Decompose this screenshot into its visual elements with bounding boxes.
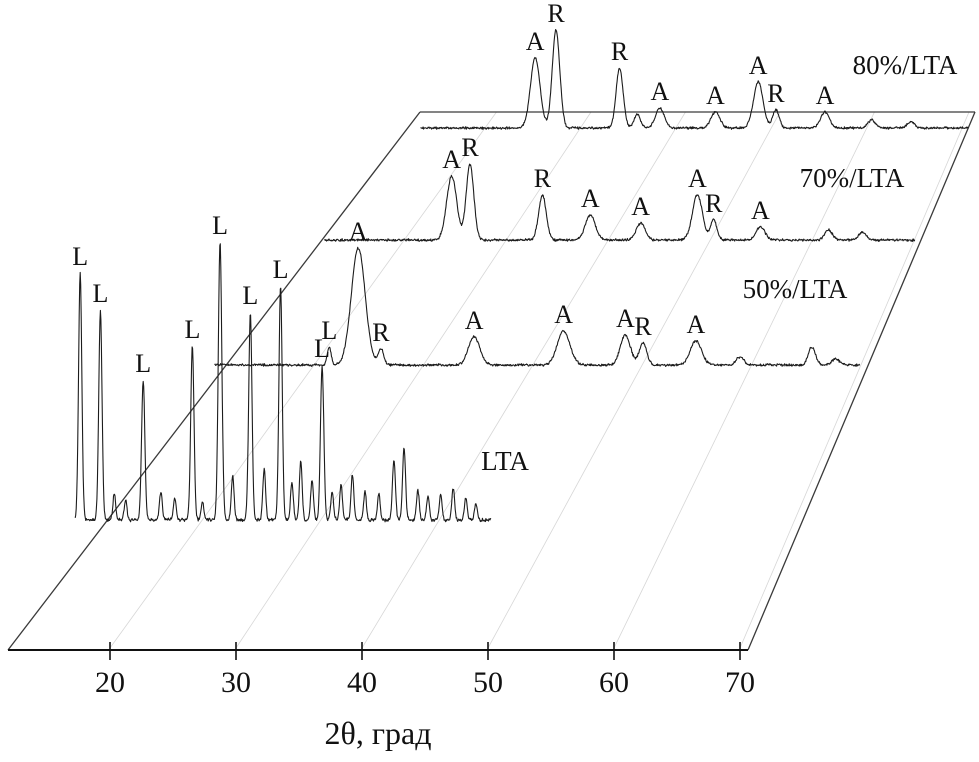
- peak-label-R: R: [547, 0, 565, 28]
- peak-label-R: R: [611, 37, 629, 66]
- peak-label-L: L: [72, 242, 88, 271]
- perspective-edge-left: [7, 111, 421, 651]
- peak-label-A: A: [751, 196, 770, 225]
- x-axis-tick-label: 50: [473, 666, 503, 699]
- perspective-gridline: [487, 111, 781, 649]
- peak-label-L: L: [184, 315, 200, 344]
- x-axis-title: 2θ, град: [325, 715, 432, 751]
- peak-label-R: R: [767, 79, 785, 108]
- x-axis-tick-label: 30: [221, 666, 251, 699]
- peak-label-A: A: [631, 192, 650, 221]
- series-label-lta: LTA: [481, 446, 529, 476]
- series-label-50-lta: 50%/LTA: [743, 274, 848, 304]
- xrd-trace-70-lta: [324, 163, 916, 242]
- xrd-trace-80-lta: [420, 29, 969, 130]
- peak-label-A: A: [687, 310, 706, 339]
- xrd-trace-lta: [74, 243, 492, 523]
- perspective-gridline: [613, 111, 875, 649]
- series-label-80-lta: 80%/LTA: [853, 50, 958, 80]
- peak-label-A: A: [816, 81, 835, 110]
- peak-label-A: A: [688, 164, 707, 193]
- peak-label-L: L: [314, 334, 330, 363]
- series-label-70-lta: 70%/LTA: [800, 163, 905, 193]
- peak-label-A: A: [581, 184, 600, 213]
- peak-label-R: R: [461, 133, 479, 162]
- peak-label-L: L: [92, 279, 108, 308]
- xrd-trace-50-lta: [214, 246, 861, 367]
- x-axis-tick-label: 40: [347, 666, 377, 699]
- perspective-gridline: [235, 111, 592, 649]
- perspective-gridline: [361, 111, 686, 649]
- peak-label-A: A: [465, 306, 484, 335]
- peak-label-A: A: [651, 77, 670, 106]
- peak-label-L: L: [321, 316, 337, 345]
- peak-label-L: L: [242, 281, 258, 310]
- peak-label-A: A: [616, 304, 635, 333]
- peak-label-L: L: [273, 255, 289, 284]
- peak-label-A: A: [526, 27, 545, 56]
- perspective-edge-right: [747, 111, 976, 651]
- peak-label-R: R: [372, 318, 390, 347]
- x-axis-tick-label: 60: [599, 666, 629, 699]
- peak-label-L: L: [135, 349, 151, 378]
- peak-label-A: A: [554, 300, 573, 329]
- peak-label-A: A: [349, 217, 368, 246]
- peak-label-R: R: [534, 164, 552, 193]
- peak-label-A: A: [749, 51, 768, 80]
- peak-label-R: R: [705, 189, 723, 218]
- peak-label-A: A: [442, 145, 461, 174]
- peak-label-R: R: [634, 312, 652, 341]
- x-axis-tick-label: 20: [95, 666, 125, 699]
- peak-label-A: A: [706, 81, 725, 110]
- x-axis-tick-label: 70: [725, 666, 755, 699]
- perspective-gridline: [739, 111, 970, 649]
- perspective-gridline: [109, 111, 497, 649]
- peak-label-L: L: [212, 211, 228, 240]
